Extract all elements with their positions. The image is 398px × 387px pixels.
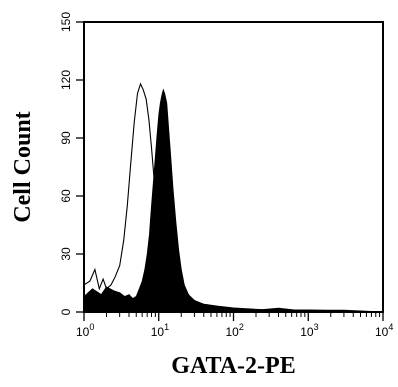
x-axis: 100 101 102 103 104 xyxy=(76,312,393,339)
y-axis-label: Cell Count xyxy=(10,111,36,222)
y-tick-label: 0 xyxy=(59,308,73,315)
plot-area xyxy=(83,82,384,313)
x-tick-label: 103 xyxy=(300,322,318,339)
series-filled-histogram xyxy=(83,88,384,313)
y-tick-label: 120 xyxy=(59,70,73,90)
series-outline-histogram xyxy=(83,82,384,313)
x-axis-label: GATA-2-PE xyxy=(171,353,295,379)
x-tick-label: 102 xyxy=(226,322,244,339)
x-tick-label: 100 xyxy=(76,322,94,339)
x-tick-label: 104 xyxy=(375,322,393,339)
plot-frame xyxy=(83,21,384,313)
y-tick-label: 90 xyxy=(59,131,73,145)
y-tick-label: 150 xyxy=(59,12,73,32)
y-axis: 0 30 60 90 120 150 xyxy=(59,12,84,315)
y-tick-label: 30 xyxy=(59,247,73,261)
x-tick-label: 101 xyxy=(151,322,169,339)
y-tick-label: 60 xyxy=(59,189,73,203)
